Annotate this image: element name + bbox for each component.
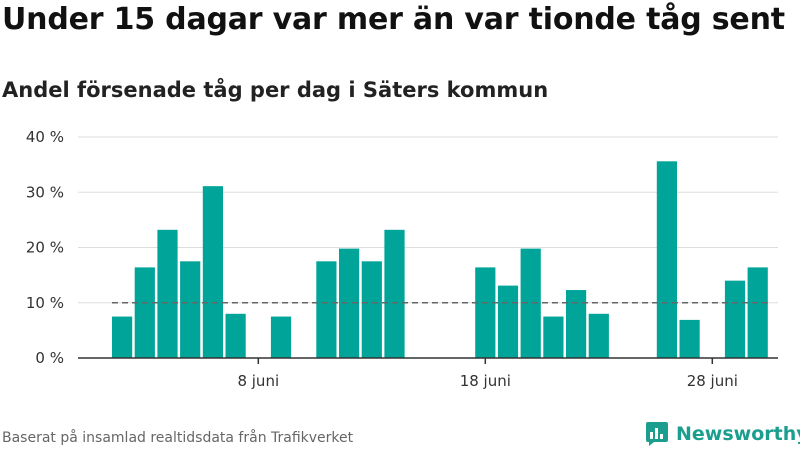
- bar: [157, 229, 178, 358]
- bar: [497, 285, 519, 358]
- bar: [202, 186, 223, 358]
- bar-chart: 0 % 10 % 20 % 30 % 40 % 8 juni 18 juni 28 juni: [26, 128, 778, 390]
- bar: [112, 316, 133, 358]
- chart-title: Under 15 dagar var mer än var tionde tåg…: [2, 2, 785, 37]
- x-tick-label: 8 juni: [237, 372, 279, 390]
- bar: [747, 267, 768, 358]
- bar: [475, 267, 496, 358]
- y-tick-label: 0 %: [35, 349, 64, 367]
- chart-subtitle: Andel försenade tåg per dag i Säters kom…: [2, 78, 549, 102]
- bar: [543, 316, 564, 358]
- brand-name: Newsworthy: [676, 423, 800, 445]
- bar: [270, 316, 292, 358]
- bar: [316, 261, 337, 358]
- bar: [724, 280, 746, 358]
- y-tick-label: 40 %: [26, 128, 64, 146]
- bar: [339, 248, 360, 358]
- bar: [588, 313, 609, 358]
- y-tick-label: 30 %: [26, 183, 64, 201]
- brand-logo: Newsworthy: [645, 420, 800, 448]
- bar: [656, 161, 677, 358]
- bar: [384, 229, 405, 358]
- bar: [679, 319, 700, 358]
- x-tick-label: 18 juni: [460, 372, 511, 390]
- bar: [361, 261, 382, 358]
- y-tick-label: 10 %: [26, 294, 64, 312]
- newsworthy-logo-icon: [646, 422, 668, 446]
- x-tick-label: 28 juni: [687, 372, 738, 390]
- bar: [520, 248, 541, 358]
- bar: [134, 267, 155, 358]
- source-note: Baserat på insamlad realtidsdata från Tr…: [2, 430, 354, 446]
- bar: [180, 261, 201, 358]
- bar: [566, 290, 587, 358]
- bar: [225, 313, 246, 358]
- y-tick-label: 20 %: [26, 239, 64, 257]
